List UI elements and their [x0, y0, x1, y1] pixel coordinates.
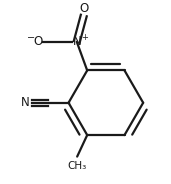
Text: +: + — [81, 33, 88, 42]
Text: CH₃: CH₃ — [68, 161, 87, 171]
Text: O: O — [33, 35, 42, 48]
Text: N: N — [21, 96, 30, 109]
Text: O: O — [79, 2, 88, 15]
Text: −: − — [27, 33, 35, 43]
Text: N: N — [72, 35, 81, 48]
